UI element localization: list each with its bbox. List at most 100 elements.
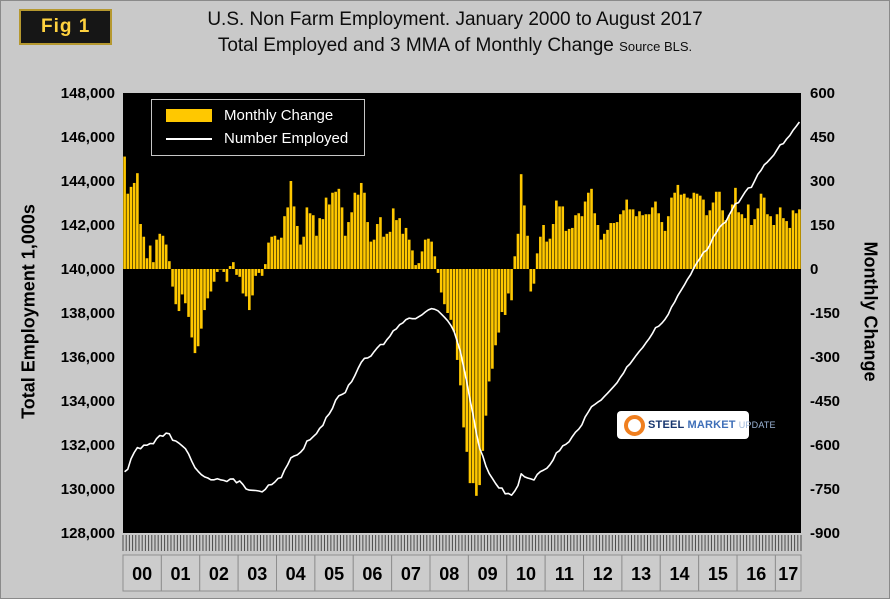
- figure-number-badge: Fig 1: [19, 9, 113, 45]
- monthly-change-bar: [359, 182, 363, 269]
- monthly-change-bar: [468, 269, 472, 484]
- monthly-change-bar: [535, 253, 539, 269]
- logo-word-market: MARKET: [687, 419, 736, 431]
- monthly-change-bar: [583, 201, 587, 269]
- monthly-change-bar: [673, 192, 676, 269]
- monthly-change-bar: [295, 225, 299, 269]
- monthly-change-bar: [730, 204, 734, 269]
- monthly-change-bar: [689, 198, 692, 269]
- monthly-change-bar: [503, 269, 507, 315]
- monthly-change-bar: [379, 217, 382, 269]
- monthly-change-bar: [430, 241, 433, 269]
- monthly-change-bar: [260, 269, 264, 276]
- monthly-change-bar: [439, 269, 443, 293]
- monthly-change-bar: [593, 213, 597, 269]
- monthly-change-bar: [619, 214, 622, 269]
- monthly-change-bar: [551, 224, 555, 269]
- monthly-change-bar: [798, 209, 801, 269]
- monthly-change-bar: [587, 192, 590, 269]
- monthly-change-bar: [612, 223, 616, 269]
- monthly-change-bar: [692, 192, 696, 269]
- monthly-change-bar: [750, 225, 753, 269]
- monthly-change-bar: [391, 208, 395, 269]
- monthly-change-bar: [177, 269, 181, 312]
- monthly-change-bar: [532, 269, 536, 284]
- monthly-change-bar: [136, 173, 139, 269]
- year-tick-label: 12: [593, 564, 613, 584]
- monthly-change-bar: [465, 269, 469, 452]
- monthly-change-bar: [187, 269, 190, 317]
- monthly-change-bar: [267, 242, 270, 269]
- monthly-change-bar: [475, 269, 478, 496]
- monthly-change-bar: [132, 182, 136, 269]
- left-axis-tick-label: 128,000: [61, 525, 115, 542]
- monthly-change-bar: [353, 192, 357, 269]
- monthly-change-bar: [171, 269, 174, 287]
- monthly-change-bar: [174, 269, 178, 305]
- year-tick-label: 15: [708, 564, 728, 584]
- monthly-change-bar: [395, 220, 398, 269]
- plot-area: [123, 93, 801, 533]
- monthly-change-bar: [404, 227, 408, 269]
- monthly-change-bar: [200, 269, 203, 329]
- monthly-change-bar: [414, 265, 417, 269]
- right-axis-tick-label: -150: [810, 305, 840, 322]
- year-cell: [122, 554, 162, 592]
- monthly-change-bar: [775, 214, 779, 269]
- monthly-change-bar: [631, 209, 635, 269]
- monthly-change-bar: [427, 238, 430, 269]
- monthly-change-bar: [123, 156, 126, 269]
- monthly-change-bar: [487, 269, 491, 382]
- monthly-change-bar: [708, 210, 712, 269]
- monthly-change-bar: [782, 218, 785, 269]
- monthly-change-bar: [158, 233, 162, 269]
- monthly-change-bar: [545, 241, 549, 269]
- monthly-change-bar: [385, 233, 389, 269]
- year-tick-label: 06: [362, 564, 382, 584]
- left-axis-tick-label: 134,000: [61, 393, 115, 410]
- logo-word-update: UPDATE: [738, 420, 776, 430]
- monthly-change-bar: [481, 269, 485, 451]
- monthly-change-bar: [401, 233, 405, 269]
- monthly-change-bar: [711, 202, 715, 269]
- monthly-change-bar: [398, 218, 401, 269]
- monthly-change-bar: [526, 235, 529, 269]
- right-axis-tick-label: -600: [810, 437, 840, 454]
- monthly-change-bar: [491, 269, 494, 369]
- monthly-change-bar: [161, 235, 165, 269]
- monthly-change-bar: [702, 199, 705, 269]
- monthly-change-bar: [561, 206, 565, 269]
- monthly-change-bar: [334, 191, 337, 269]
- monthly-change-bar: [209, 269, 213, 292]
- monthly-change-bar: [644, 214, 648, 269]
- monthly-change-bar: [785, 221, 788, 269]
- monthly-change-bar: [356, 194, 360, 269]
- monthly-change-bar: [603, 233, 606, 269]
- monthly-change-bar: [500, 269, 504, 313]
- monthly-change-bar: [478, 269, 481, 486]
- monthly-change-bar: [599, 239, 603, 269]
- monthly-change-bar: [145, 258, 149, 269]
- monthly-change-bar: [251, 269, 254, 296]
- monthly-change-bar: [548, 238, 552, 269]
- logo-circle-icon: [624, 414, 645, 436]
- monthly-change-bar: [184, 269, 187, 304]
- monthly-change-bar: [746, 204, 750, 269]
- monthly-change-bar: [280, 237, 283, 269]
- monthly-change-bar: [264, 264, 267, 269]
- monthly-change-bar: [734, 187, 737, 269]
- monthly-change-bar: [666, 216, 670, 269]
- year-tick-label: 05: [324, 564, 344, 584]
- monthly-change-bar: [283, 216, 286, 269]
- right-axis-tick-label: 0: [810, 261, 818, 278]
- monthly-change-bar: [638, 211, 641, 269]
- monthly-change-bar: [660, 222, 664, 269]
- monthly-change-bar: [615, 222, 619, 269]
- monthly-change-bar: [375, 224, 379, 269]
- monthly-change-bar: [529, 269, 533, 292]
- monthly-change-bar: [241, 269, 245, 294]
- monthly-change-bar: [622, 210, 625, 269]
- monthly-change-bar: [318, 218, 321, 269]
